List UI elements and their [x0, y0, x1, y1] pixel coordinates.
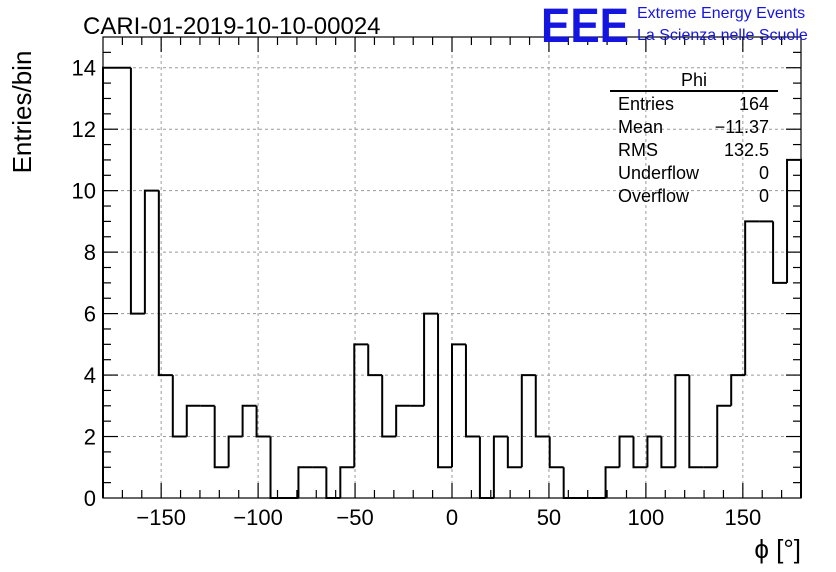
y-axis-label: Entries/bin: [7, 51, 37, 174]
x-tick-label: −150: [136, 505, 186, 530]
histogram-bin: [353, 343, 369, 468]
stats-overflow-value: 0: [759, 186, 769, 206]
stats-mean-value: −11.37: [715, 117, 769, 137]
axis-tick-labels: −150 −100 −50 0 50 100 150 0 2 4 6 8 10 12 14: [72, 56, 762, 530]
stats-underflow-value: 0: [759, 163, 769, 183]
histogram-bin: [716, 404, 732, 468]
histogram-bin: [227, 435, 243, 468]
histogram-bin: [464, 344, 480, 438]
histogram-bin: [674, 374, 690, 468]
histogram-bin: [381, 375, 397, 438]
histogram-bin: [269, 436, 285, 499]
axis-ticks: [103, 37, 801, 498]
y-tick-label: 10: [72, 179, 96, 204]
histogram-bin: [451, 343, 466, 468]
histogram-bin: [367, 344, 383, 377]
logo-line-2: La Scienza nelle Scuole: [637, 27, 808, 44]
histogram-bars: [102, 66, 802, 499]
x-tick-label: 0: [446, 505, 458, 530]
stats-overflow-label: Overflow: [618, 186, 690, 206]
histogram-bin: [632, 436, 648, 469]
logo-mark: EEE: [541, 0, 629, 53]
stats-underflow-label: Underflow: [618, 163, 700, 183]
x-tick-label: 150: [724, 505, 761, 530]
x-tick-label: −50: [336, 505, 373, 530]
histogram-bin: [478, 436, 494, 499]
stats-box: Phi Entries 164 Mean −11.37 RMS 132.5 Un…: [610, 70, 778, 206]
histogram-bin: [646, 435, 662, 468]
histogram-bin: [688, 375, 704, 469]
histogram-bin: [171, 375, 187, 438]
histogram-bin: [423, 312, 439, 406]
stats-entries-value: 164: [739, 94, 769, 114]
x-axis-label: ϕ [°]: [754, 534, 801, 564]
y-tick-label: 8: [84, 240, 96, 265]
histogram-bin: [660, 436, 676, 469]
histogram-bin: [157, 190, 173, 377]
histogram-bin: [255, 405, 271, 438]
histogram-bin: [325, 467, 341, 499]
histogram-bin: [339, 466, 355, 498]
histogram-bin: [618, 435, 634, 468]
histogram-bin: [534, 375, 550, 438]
stats-rms-label: RMS: [618, 140, 658, 160]
histogram-bin: [548, 436, 564, 469]
eee-logo: EEE Extreme Energy Events La Scienza nel…: [541, 0, 808, 53]
x-tick-label: −100: [233, 505, 283, 530]
y-tick-label: 6: [84, 302, 96, 327]
histogram-bin: [241, 404, 257, 437]
x-tick-label: 100: [628, 505, 665, 530]
histogram-bin: [604, 466, 620, 498]
y-tick-label: 12: [72, 117, 96, 142]
histogram-bin: [492, 435, 508, 498]
stats-rms-value: 132.5: [724, 140, 769, 160]
histogram-bin: [129, 67, 145, 315]
histogram-bin: [772, 221, 788, 284]
histogram-bin: [506, 436, 522, 469]
stats-title: Phi: [681, 70, 707, 90]
logo-line-1: Extreme Energy Events: [637, 5, 805, 22]
run-title: CARI-01-2019-10-10-00024: [83, 13, 381, 40]
histogram-bin: [730, 374, 746, 406]
histogram-bin: [395, 404, 411, 437]
histogram-bin: [437, 313, 452, 469]
histogram-bin: [744, 220, 760, 376]
histogram-bin: [520, 374, 536, 468]
stats-entries-label: Entries: [618, 94, 674, 114]
y-tick-label: 0: [84, 486, 96, 511]
histogram-bin: [143, 189, 159, 314]
x-tick-label: 50: [537, 505, 561, 530]
histogram-bin: [213, 405, 229, 469]
y-tick-label: 2: [84, 425, 96, 450]
stats-mean-label: Mean: [618, 117, 663, 137]
histogram-bin: [185, 404, 201, 437]
y-tick-label: 4: [84, 363, 96, 388]
y-tick-label: 14: [72, 56, 96, 81]
histogram-bin: [562, 467, 578, 499]
histogram-bin: [297, 466, 313, 498]
